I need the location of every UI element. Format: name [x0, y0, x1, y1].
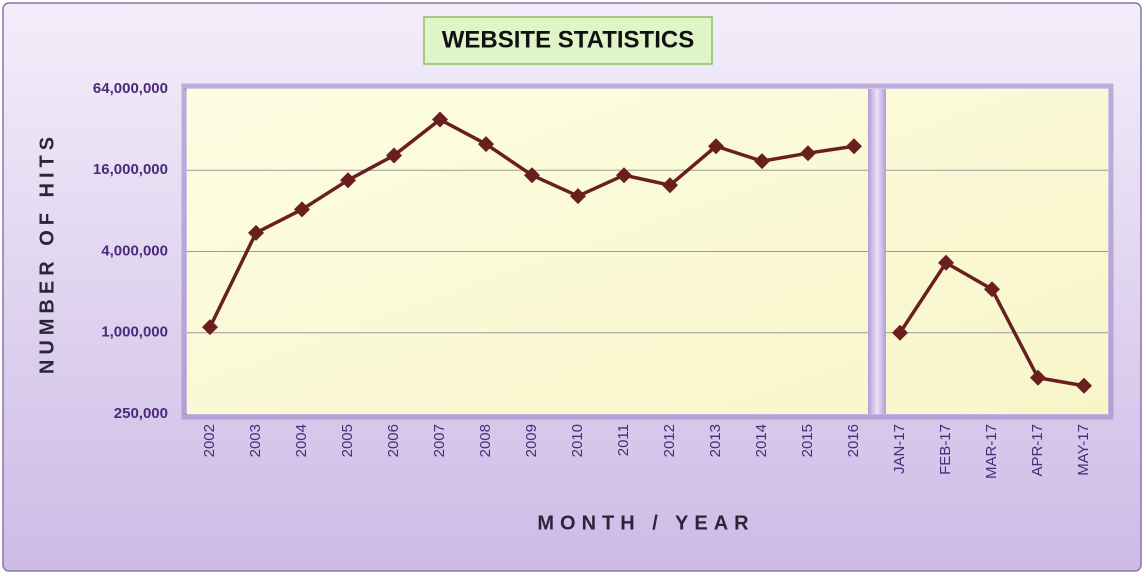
data-marker	[340, 172, 356, 189]
x-tick-label: 2006	[385, 424, 402, 457]
x-tick-label: MAR-17	[983, 424, 1000, 479]
data-marker	[984, 281, 1000, 298]
data-marker	[892, 324, 908, 341]
title-box	[423, 16, 713, 65]
x-tick-label: 2013	[707, 424, 724, 457]
data-marker	[938, 254, 954, 271]
y-tick-label: 64,000,000	[93, 80, 168, 97]
plot-shadow	[181, 83, 1114, 420]
x-tick-label: 2003	[247, 424, 264, 457]
y-tick-label: 1,000,000	[101, 324, 168, 341]
x-tick-label: 2015	[799, 424, 816, 457]
y-axis-label: NUMBER OF HITS	[36, 132, 58, 374]
data-marker	[386, 147, 402, 164]
x-tick-label: 2016	[845, 424, 862, 457]
data-marker	[800, 145, 816, 162]
data-marker	[524, 167, 540, 184]
data-marker	[570, 188, 586, 205]
data-marker	[708, 138, 724, 155]
x-tick-label: 2009	[523, 424, 540, 457]
x-tick-label: 2007	[431, 424, 448, 457]
data-marker	[662, 177, 678, 194]
data-marker	[616, 167, 632, 184]
x-tick-label: 2008	[477, 424, 494, 457]
data-marker	[294, 201, 310, 218]
x-tick-label: 2010	[569, 424, 586, 457]
data-marker	[1030, 369, 1046, 386]
x-tick-label: 2002	[201, 424, 218, 457]
data-marker	[432, 111, 448, 128]
data-marker	[846, 138, 862, 155]
x-tick-label: MAY-17	[1075, 424, 1092, 476]
data-marker	[248, 224, 264, 241]
y-tick-label: 250,000	[114, 405, 168, 422]
separator	[868, 89, 886, 414]
data-marker	[1076, 377, 1092, 394]
data-marker	[478, 136, 494, 153]
x-tick-label: 2012	[661, 424, 678, 457]
x-tick-label: 2004	[293, 424, 310, 457]
data-marker	[202, 319, 218, 336]
y-tick-label: 4,000,000	[101, 242, 168, 259]
x-tick-label: 2014	[753, 424, 770, 457]
x-tick-label: 2005	[339, 424, 356, 457]
y-tick-label: 16,000,000	[93, 161, 168, 178]
data-marker	[754, 153, 770, 170]
x-tick-label: 2011	[615, 424, 632, 456]
x-tick-label: APR-17	[1029, 424, 1046, 477]
chart-title: WEBSITE STATISTICS	[442, 26, 694, 53]
x-axis-label: MONTH / YEAR	[537, 512, 754, 534]
x-tick-label: FEB-17	[937, 424, 954, 475]
x-tick-label: JAN-17	[891, 424, 908, 474]
